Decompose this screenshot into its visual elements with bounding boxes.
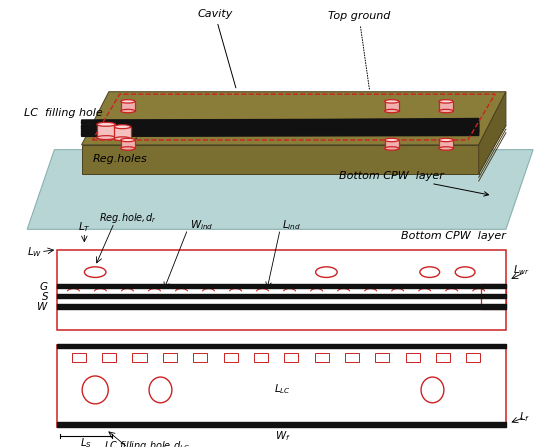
Bar [385, 101, 399, 111]
Ellipse shape [121, 100, 135, 103]
Polygon shape [82, 130, 479, 135]
Bar [97, 124, 115, 138]
Ellipse shape [439, 138, 453, 142]
Bar [345, 353, 359, 362]
Text: Reg.hole,$d_r$: Reg.hole,$d_r$ [99, 211, 157, 225]
Bar [405, 353, 419, 362]
Ellipse shape [385, 110, 399, 113]
Bar [254, 353, 268, 362]
Text: $L_{ind}$: $L_{ind}$ [281, 218, 301, 232]
Bar [436, 353, 450, 362]
Bar [385, 140, 399, 148]
Ellipse shape [114, 125, 131, 129]
Polygon shape [82, 119, 479, 123]
Polygon shape [82, 92, 506, 145]
Bar [102, 353, 116, 362]
Text: $W$: $W$ [36, 300, 49, 312]
Text: $L_W$: $L_W$ [27, 245, 42, 259]
Text: $W_f$: $W_f$ [275, 430, 290, 443]
Bar [481, 284, 506, 308]
Bar [133, 353, 147, 362]
Polygon shape [82, 132, 479, 136]
Polygon shape [27, 150, 533, 229]
Bar [72, 353, 86, 362]
Text: $L_{LC}$: $L_{LC}$ [275, 382, 291, 396]
Ellipse shape [121, 147, 135, 150]
Text: $G$: $G$ [39, 280, 49, 292]
Ellipse shape [97, 135, 115, 139]
Polygon shape [82, 127, 479, 132]
Bar [121, 101, 135, 111]
Text: $W_{ind}$: $W_{ind}$ [189, 218, 213, 232]
Polygon shape [479, 92, 506, 174]
Bar [57, 249, 506, 330]
Ellipse shape [439, 147, 453, 150]
Bar [314, 353, 329, 362]
Bar [193, 353, 207, 362]
Bar [375, 353, 390, 362]
Bar [439, 140, 453, 148]
Ellipse shape [121, 138, 135, 142]
Ellipse shape [385, 147, 399, 150]
Text: LC  filling hole: LC filling hole [24, 108, 109, 131]
Text: $S$: $S$ [41, 290, 49, 302]
Polygon shape [82, 145, 479, 174]
Text: $L_f$: $L_f$ [519, 410, 530, 424]
Bar [284, 353, 298, 362]
Ellipse shape [97, 122, 115, 126]
Polygon shape [82, 124, 479, 129]
Bar [114, 127, 131, 139]
Text: $L_{wr}$: $L_{wr}$ [514, 263, 530, 277]
Bar [439, 101, 453, 111]
Bar [163, 353, 177, 362]
Text: $L_S$: $L_S$ [79, 436, 92, 447]
Polygon shape [82, 130, 479, 132]
Text: Cavity: Cavity [197, 9, 236, 88]
Bar [121, 140, 135, 148]
Text: $L_T$: $L_T$ [78, 220, 91, 234]
Text: Reg.holes: Reg.holes [92, 137, 147, 164]
Text: Bottom CPW  layer: Bottom CPW layer [339, 171, 489, 196]
Ellipse shape [385, 100, 399, 103]
Polygon shape [82, 125, 479, 130]
Text: Bottom CPW  layer: Bottom CPW layer [401, 231, 506, 241]
Ellipse shape [439, 110, 453, 113]
Text: LC filling hole,$d_{LC}$: LC filling hole,$d_{LC}$ [104, 439, 190, 447]
Ellipse shape [114, 137, 131, 141]
Bar [57, 345, 506, 426]
Polygon shape [82, 118, 479, 124]
Bar [224, 353, 238, 362]
Polygon shape [82, 124, 479, 127]
Bar [466, 353, 480, 362]
Text: Top ground: Top ground [328, 11, 390, 90]
Ellipse shape [439, 100, 453, 103]
Ellipse shape [385, 138, 399, 142]
Polygon shape [82, 122, 479, 127]
Ellipse shape [121, 110, 135, 113]
